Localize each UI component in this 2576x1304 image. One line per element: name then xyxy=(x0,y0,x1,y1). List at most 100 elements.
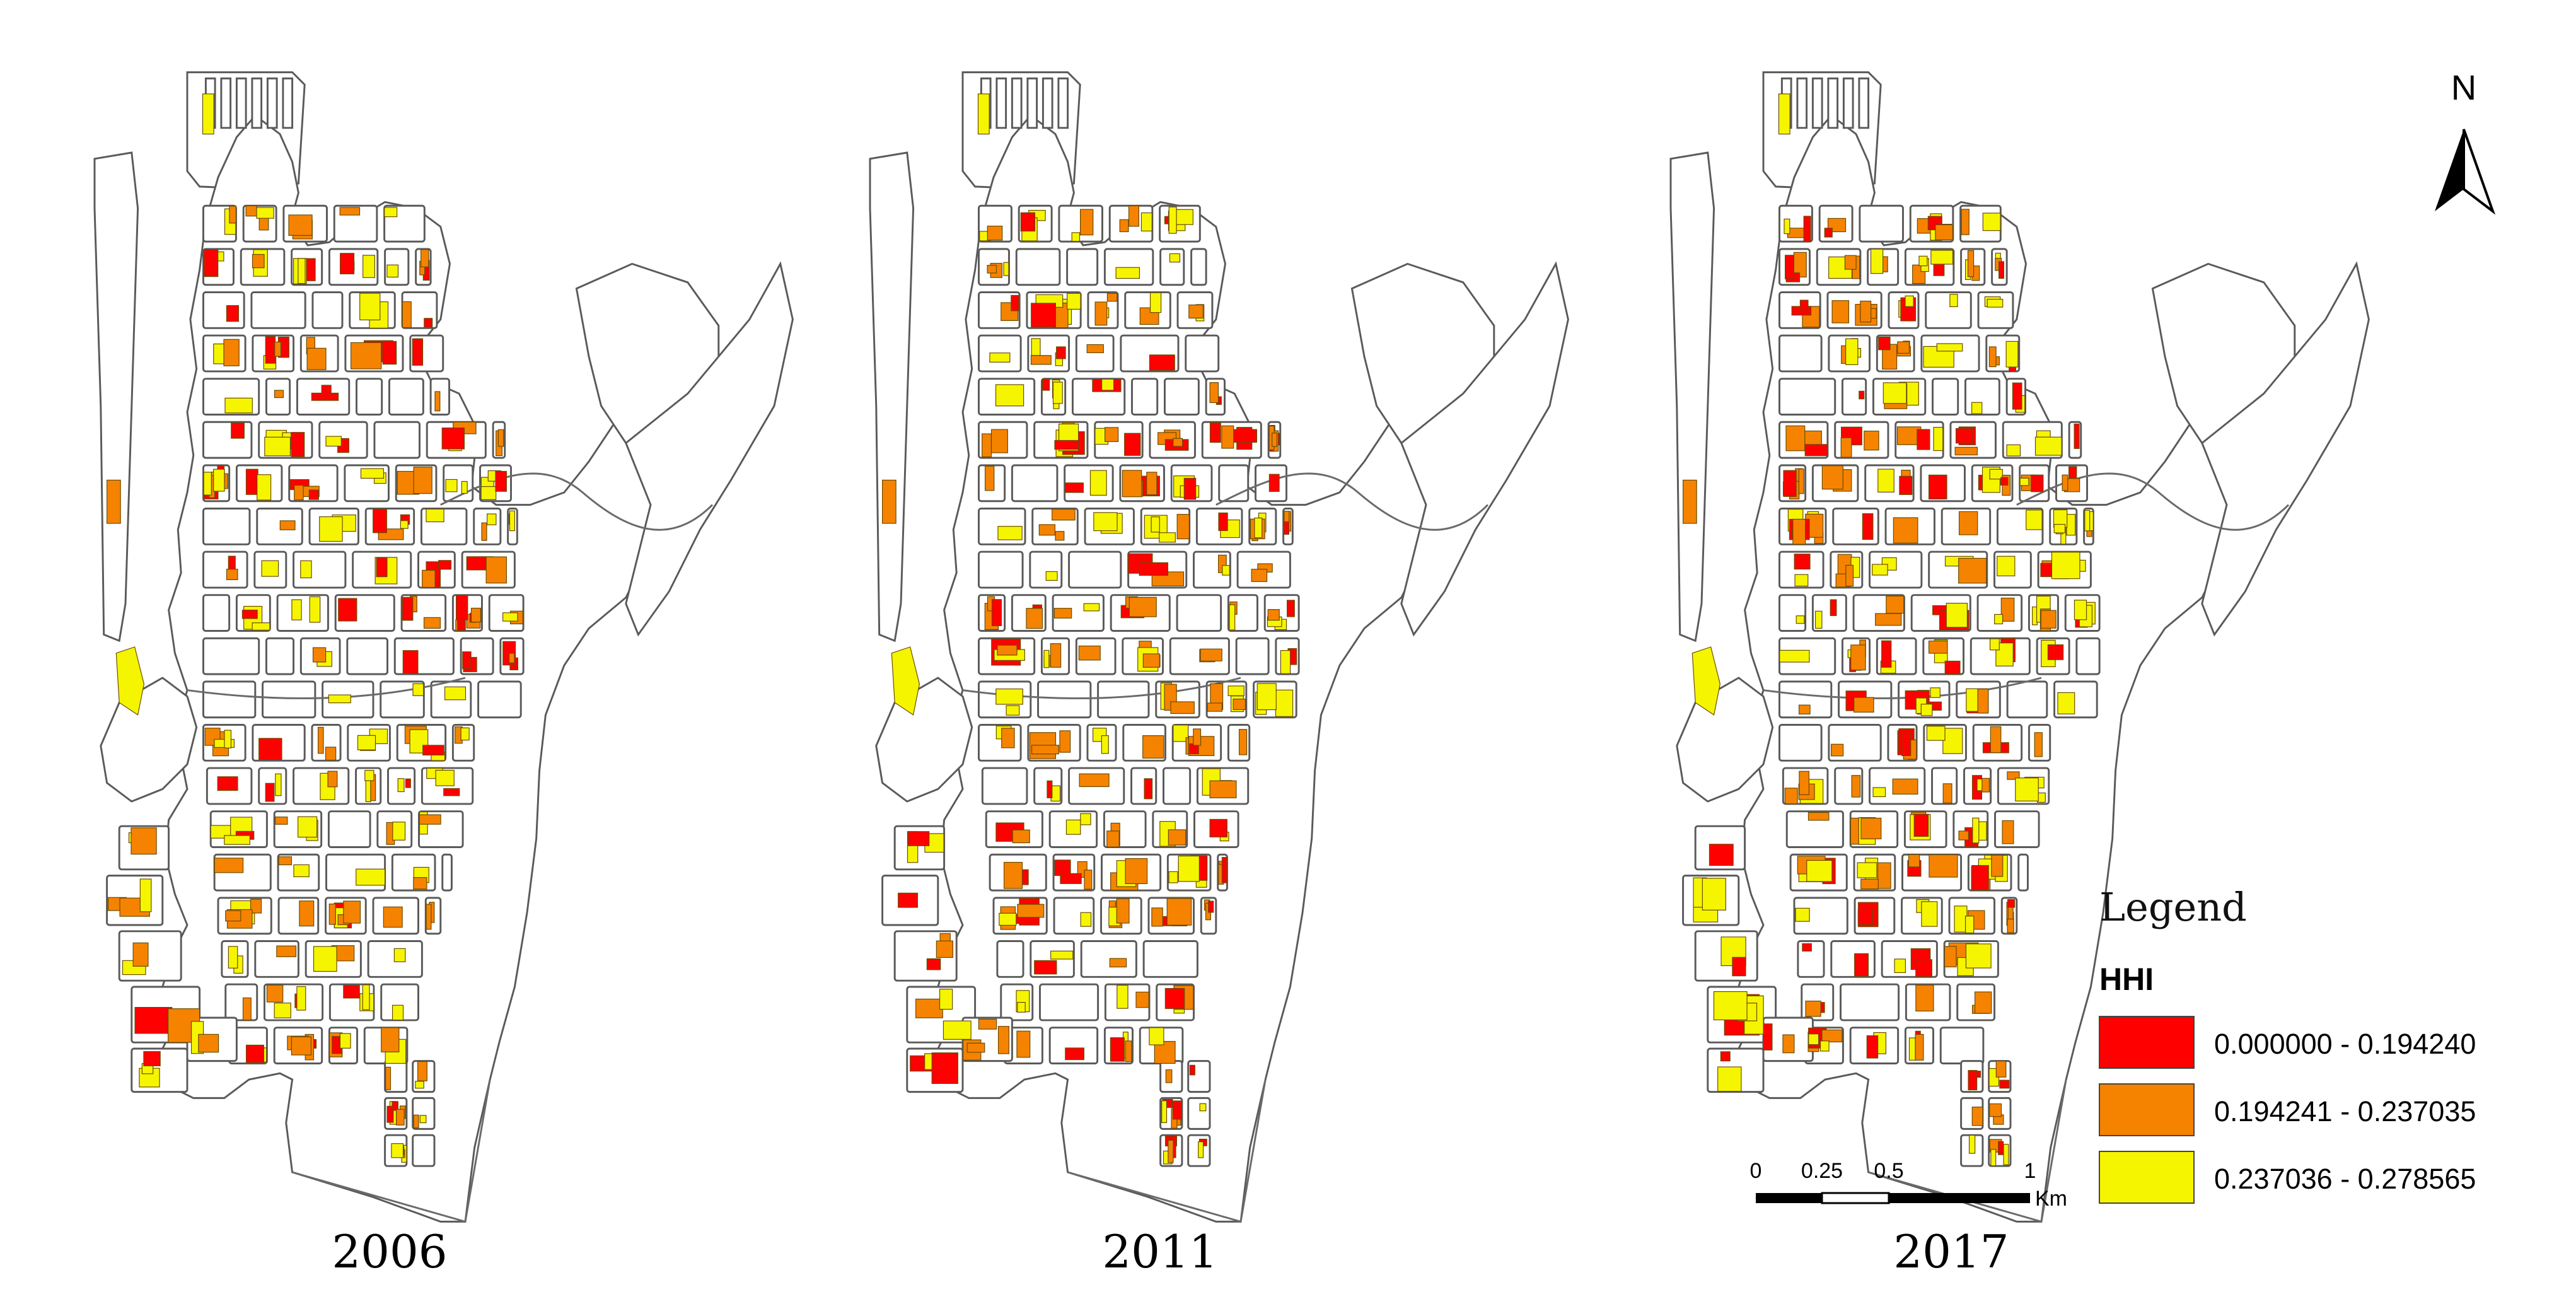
parcel-hhi-low xyxy=(1164,987,1185,1010)
parcel-hhi-mid xyxy=(1173,438,1183,447)
parcel-hhi-high xyxy=(1052,381,1063,404)
parcel-hhi-high xyxy=(995,688,1023,705)
parcel-hhi-high xyxy=(502,612,518,622)
parcel-hhi-mid xyxy=(317,726,324,754)
main-avenue xyxy=(187,677,466,699)
parcel-hhi-high xyxy=(356,868,386,886)
parcel-hhi-mid xyxy=(413,467,432,494)
parcel-hhi-low xyxy=(1802,943,1812,952)
legend-label-class-1: 0.000000 - 0.194240 xyxy=(2214,1028,2476,1060)
parcel-hhi-low xyxy=(1998,1141,2004,1155)
parcel-hhi-low xyxy=(1149,354,1175,371)
parcel-hhi-mid xyxy=(381,1027,400,1052)
parcel-hhi-mid xyxy=(1850,644,1866,671)
parcel-hhi-high xyxy=(224,835,250,845)
parcel-hhi-mid xyxy=(508,653,515,663)
city-block xyxy=(1163,767,1192,805)
parcel-hhi-mid xyxy=(2007,771,2020,780)
parcel-hhi-mid xyxy=(1844,255,1857,270)
parcel-hhi-mid xyxy=(1784,788,1798,805)
city-block xyxy=(250,291,306,329)
city-block xyxy=(412,1134,436,1167)
parcel-hhi-mid xyxy=(385,1066,392,1090)
city-block xyxy=(1029,550,1063,589)
year-label-2006: 2006 xyxy=(332,1225,447,1278)
parcel-hhi-high xyxy=(1946,603,1968,628)
parcel-hhi-mid xyxy=(1807,812,1830,821)
parcel-hhi-mid xyxy=(1084,870,1093,890)
parcel-hhi-high xyxy=(1093,512,1118,532)
parcel-hhi-mid xyxy=(421,249,429,267)
parcel-hhi-high xyxy=(1845,338,1859,365)
parcel-hhi-low xyxy=(1944,660,1961,675)
parcel-hhi-high xyxy=(1936,343,1963,352)
city-block xyxy=(373,421,421,459)
parcel-hhi-low xyxy=(1857,909,1873,925)
parcel-hhi-mid xyxy=(1988,346,1997,368)
parcel-hhi-high xyxy=(1101,735,1109,754)
city-block xyxy=(202,508,251,545)
parcel-hhi-mid xyxy=(984,465,995,491)
city-block xyxy=(1778,724,1823,762)
parcel-hhi-high xyxy=(261,560,279,577)
parcel-hhi-mid xyxy=(1840,437,1852,458)
parcel-hhi-mid xyxy=(1059,730,1071,753)
parcel-hhi-mid xyxy=(423,617,441,629)
parcel-hhi-low xyxy=(1763,1023,1773,1051)
parcel-hhi-mid xyxy=(1805,1000,1821,1017)
district-outline xyxy=(869,151,915,643)
parcel-hhi-low xyxy=(1732,957,1746,977)
parcel-hhi-mid xyxy=(1785,425,1806,451)
parcel-hhi-low xyxy=(1124,433,1141,456)
parcel-hhi-mid xyxy=(1038,524,1055,536)
parcel-hhi-low xyxy=(456,595,468,620)
parcel-hhi-high xyxy=(1159,532,1176,543)
parcel-hhi-high xyxy=(1784,218,1790,235)
parcel-hhi-low xyxy=(438,560,452,570)
parcel-hhi-high xyxy=(1819,1040,1830,1052)
city-block xyxy=(1964,378,2000,416)
southern-road xyxy=(1067,1079,1267,1223)
parcel-hhi-low xyxy=(376,557,388,578)
parcel-hhi-low xyxy=(2000,477,2009,486)
city-block xyxy=(2017,853,2029,892)
parcel-hhi-high xyxy=(1178,855,1200,882)
parcel-hhi-mid xyxy=(1798,704,1811,715)
parcel-hhi-high xyxy=(435,769,455,786)
parcel-hhi-mid xyxy=(1271,433,1278,447)
parcel-hhi-high xyxy=(1778,93,1790,135)
parcel-hhi-high xyxy=(1779,649,1810,663)
parcel-hhi-high xyxy=(1227,685,1244,696)
parcel-hhi-high xyxy=(2051,552,2080,579)
parcel-hhi-high xyxy=(1994,614,2004,625)
parcel-hhi-low xyxy=(382,341,397,365)
city-block xyxy=(1235,637,1270,675)
parcel-hhi-mid xyxy=(343,900,361,924)
city-block xyxy=(276,594,329,632)
map-panel-2011 xyxy=(869,71,1569,1223)
parcel-hhi-low xyxy=(1804,444,1828,457)
parcel-hhi-low xyxy=(321,385,332,396)
parcel-hhi-mid xyxy=(1831,743,1844,757)
parcel-hhi-mid xyxy=(1851,775,1861,798)
parcel-hhi-mid xyxy=(245,205,258,217)
city-block xyxy=(1841,378,1867,416)
parcel-hhi-low xyxy=(1799,300,1809,310)
parcel-hhi-mid xyxy=(426,904,432,930)
parcel-hhi-mid xyxy=(1782,1034,1795,1054)
city-block xyxy=(1048,1027,1099,1064)
parcel-hhi-high xyxy=(977,93,990,135)
parcel-hhi-low xyxy=(2047,644,2064,660)
parcel-hhi-mid xyxy=(1106,293,1118,302)
parcel-hhi-low xyxy=(1031,303,1056,328)
parcel-hhi-high xyxy=(1702,878,1727,911)
parcel-hhi-high xyxy=(1006,705,1020,716)
parcel-hhi-high xyxy=(1080,813,1091,825)
parcel-hhi-high xyxy=(257,474,272,501)
parcel-hhi-mid xyxy=(1116,898,1130,924)
parcel-hhi-mid xyxy=(2062,474,2068,491)
parcel-hhi-mid xyxy=(1875,613,1902,626)
parcel-hhi-low xyxy=(495,470,507,492)
parcel-hhi-mid xyxy=(250,899,262,914)
parcel-hhi-low xyxy=(392,1101,398,1111)
